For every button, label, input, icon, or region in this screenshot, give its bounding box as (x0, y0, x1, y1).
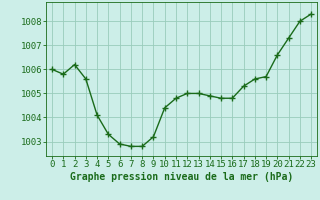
X-axis label: Graphe pression niveau de la mer (hPa): Graphe pression niveau de la mer (hPa) (70, 172, 293, 182)
